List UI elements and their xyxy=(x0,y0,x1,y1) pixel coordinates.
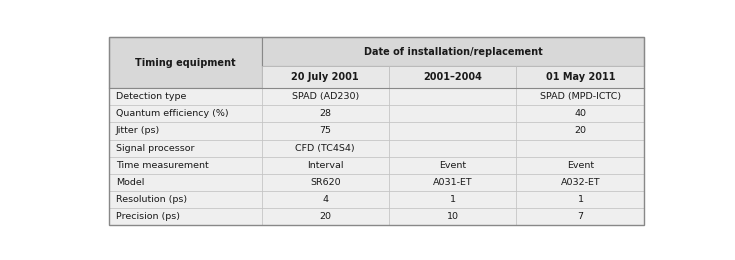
Bar xyxy=(109,37,262,88)
Bar xyxy=(389,88,517,105)
Text: SPAD (AD230): SPAD (AD230) xyxy=(292,92,359,101)
Bar xyxy=(389,66,517,88)
Text: 20: 20 xyxy=(319,212,331,221)
Bar xyxy=(389,157,517,174)
Text: Event: Event xyxy=(567,161,594,170)
Text: 28: 28 xyxy=(319,109,331,118)
Text: 40: 40 xyxy=(575,109,587,118)
Bar xyxy=(109,174,262,191)
Bar xyxy=(262,191,389,208)
Bar xyxy=(517,122,645,140)
Text: 2001–2004: 2001–2004 xyxy=(423,72,482,82)
Text: Detection type: Detection type xyxy=(116,92,186,101)
Bar xyxy=(389,122,517,140)
Text: Interval: Interval xyxy=(307,161,343,170)
Text: A031-ET: A031-ET xyxy=(433,178,473,187)
Bar xyxy=(517,174,645,191)
Text: A032-ET: A032-ET xyxy=(561,178,600,187)
Bar xyxy=(517,157,645,174)
Text: SR620: SR620 xyxy=(310,178,340,187)
Text: Signal processor: Signal processor xyxy=(116,144,194,153)
Text: 01 May 2011: 01 May 2011 xyxy=(545,72,615,82)
Bar xyxy=(262,157,389,174)
Text: Model: Model xyxy=(116,178,144,187)
Text: 1: 1 xyxy=(450,195,456,204)
Bar xyxy=(262,37,645,66)
Bar xyxy=(517,140,645,157)
Bar xyxy=(262,122,389,140)
Text: 4: 4 xyxy=(322,195,329,204)
Bar xyxy=(262,174,389,191)
Bar xyxy=(389,105,517,122)
Bar xyxy=(517,105,645,122)
Text: Quantum efficiency (%): Quantum efficiency (%) xyxy=(116,109,229,118)
Bar xyxy=(389,140,517,157)
Bar xyxy=(389,174,517,191)
Bar xyxy=(262,66,389,88)
Text: 20: 20 xyxy=(575,126,587,135)
Text: Jitter (ps): Jitter (ps) xyxy=(116,126,160,135)
Text: 10: 10 xyxy=(447,212,459,221)
Text: 20 July 2001: 20 July 2001 xyxy=(292,72,359,82)
Bar xyxy=(262,88,389,105)
Text: CFD (TC4S4): CFD (TC4S4) xyxy=(295,144,355,153)
Bar xyxy=(109,157,262,174)
Text: 7: 7 xyxy=(578,212,584,221)
Bar xyxy=(109,208,262,225)
Text: SPAD (MPD-ICTC): SPAD (MPD-ICTC) xyxy=(540,92,621,101)
Text: 1: 1 xyxy=(578,195,584,204)
Text: Time measurement: Time measurement xyxy=(116,161,209,170)
Bar xyxy=(517,208,645,225)
Bar xyxy=(389,191,517,208)
Text: Event: Event xyxy=(439,161,466,170)
Bar xyxy=(109,88,262,105)
Text: Precision (ps): Precision (ps) xyxy=(116,212,180,221)
Bar xyxy=(109,140,262,157)
Bar xyxy=(109,191,262,208)
Text: Date of installation/replacement: Date of installation/replacement xyxy=(364,47,542,57)
Bar xyxy=(517,66,645,88)
Text: Timing equipment: Timing equipment xyxy=(135,58,236,68)
Bar xyxy=(262,105,389,122)
Bar xyxy=(109,122,262,140)
Bar xyxy=(517,191,645,208)
Text: 75: 75 xyxy=(319,126,331,135)
Bar xyxy=(389,208,517,225)
Bar xyxy=(109,105,262,122)
Bar xyxy=(262,140,389,157)
Bar xyxy=(262,208,389,225)
Text: Resolution (ps): Resolution (ps) xyxy=(116,195,187,204)
Bar xyxy=(517,88,645,105)
